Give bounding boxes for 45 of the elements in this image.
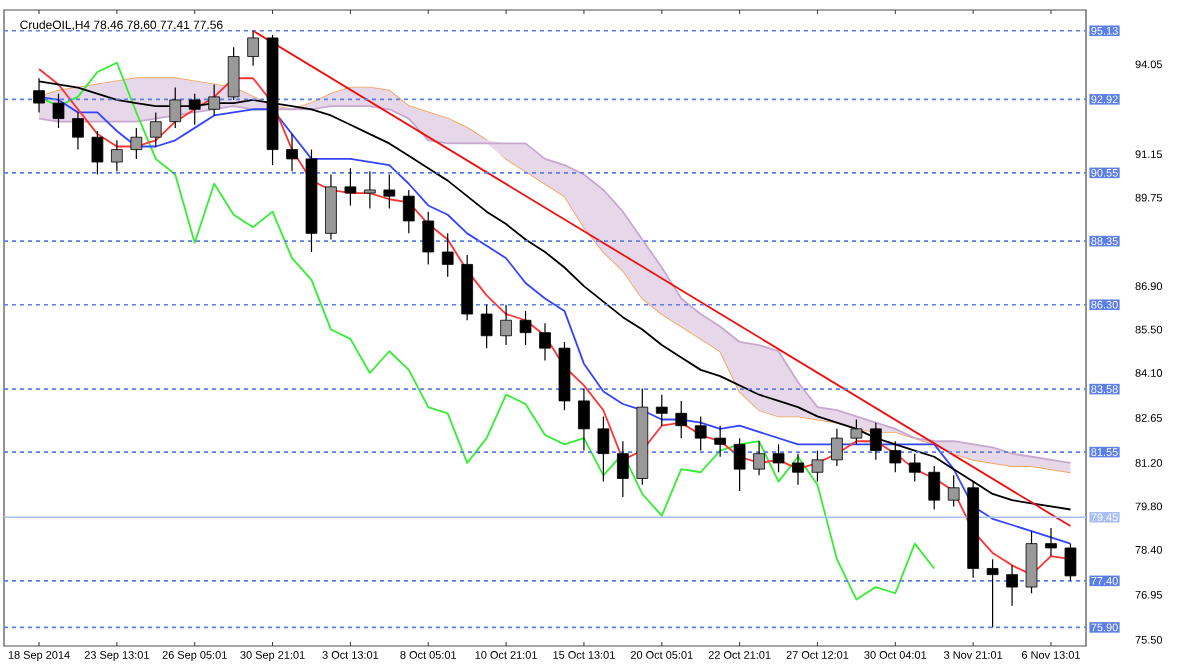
candlestick bbox=[889, 440, 902, 473]
candlestick bbox=[869, 422, 882, 461]
candlestick bbox=[772, 443, 785, 473]
candlestick bbox=[986, 558, 999, 628]
candlestick bbox=[383, 173, 396, 210]
candlestick bbox=[908, 453, 921, 483]
candlestick bbox=[72, 111, 84, 151]
candlestick bbox=[52, 93, 65, 129]
candlestick bbox=[655, 394, 668, 427]
candlestick bbox=[675, 400, 688, 439]
candlestick bbox=[714, 425, 726, 458]
candlestick bbox=[831, 428, 843, 467]
candlestick bbox=[422, 211, 435, 265]
candlestick bbox=[1045, 527, 1057, 557]
candlestick bbox=[402, 189, 415, 234]
candlestick bbox=[753, 440, 765, 476]
candlestick bbox=[247, 30, 259, 67]
candlestick bbox=[733, 437, 746, 492]
candlestick bbox=[519, 310, 532, 346]
candlestick bbox=[947, 474, 960, 507]
candlestick bbox=[1025, 530, 1038, 594]
candlestick bbox=[694, 415, 707, 452]
candlestick bbox=[441, 232, 454, 278]
candlestick bbox=[792, 453, 804, 486]
candlestick bbox=[500, 304, 512, 346]
candlestick bbox=[1064, 543, 1077, 582]
candlestick bbox=[480, 304, 493, 349]
candlestick bbox=[169, 86, 182, 129]
candlestick bbox=[325, 173, 337, 241]
candlestick bbox=[111, 139, 123, 172]
candlestick bbox=[91, 130, 104, 176]
candlestick bbox=[578, 387, 590, 452]
candlestick bbox=[364, 170, 376, 210]
candlestick bbox=[149, 111, 162, 148]
candlestick bbox=[811, 449, 824, 483]
candlestick bbox=[344, 167, 357, 207]
candlestick bbox=[539, 322, 551, 362]
candlestick bbox=[188, 93, 201, 126]
candlestick bbox=[286, 133, 298, 172]
candlestick bbox=[130, 127, 143, 160]
candlestick bbox=[850, 418, 863, 445]
candlestick bbox=[928, 465, 941, 511]
candlestick bbox=[1006, 564, 1018, 607]
candlestick bbox=[597, 415, 610, 483]
candlestick bbox=[617, 440, 629, 498]
